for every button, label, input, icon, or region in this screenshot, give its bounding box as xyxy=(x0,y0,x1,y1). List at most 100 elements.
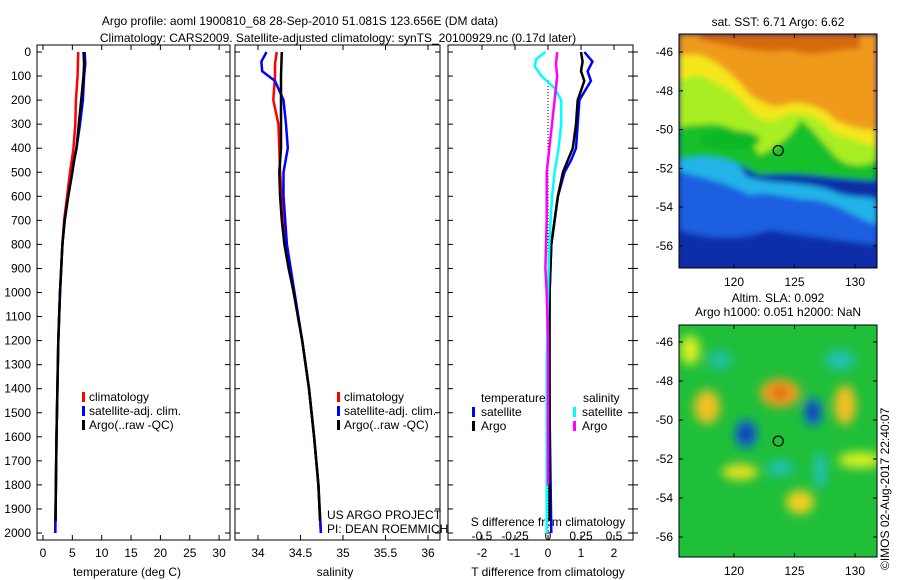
map-frame xyxy=(678,33,878,269)
legend-label: Argo(..raw -QC) xyxy=(89,418,174,432)
lat-tick-label: -48 xyxy=(656,374,674,388)
depth-tick-label: 600 xyxy=(11,189,31,203)
s-diff-tick-label: -0.5 xyxy=(472,529,493,543)
depth-tick-label: 1500 xyxy=(4,406,31,420)
lon-tick-label: 130 xyxy=(845,564,865,578)
legend-label: Argo(..raw -QC) xyxy=(344,418,429,432)
legend-label: satellite xyxy=(481,405,522,419)
lat-tick-label: -54 xyxy=(656,491,674,505)
sst-map-title: sat. SST: 6.71 Argo: 6.62 xyxy=(712,15,845,29)
x-tick-label: 0 xyxy=(545,546,552,560)
title-line-2: Climatology: CARS2009. Satellite-adjuste… xyxy=(100,31,576,45)
lat-tick-label: -50 xyxy=(656,123,674,137)
legend-label: Argo xyxy=(582,419,608,433)
x-tick-label: 36 xyxy=(421,546,435,560)
lat-tick-label: -56 xyxy=(656,239,674,253)
difference-panel: -2 -1 0 1 2 T difference from climatology -0.5… xyxy=(447,44,638,579)
depth-tick-label: 1600 xyxy=(4,430,31,444)
s-diff-tick-label: 0.25 xyxy=(569,529,593,543)
depth-tick-label: 1400 xyxy=(4,382,31,396)
legend-swatch xyxy=(573,407,576,417)
x-tick-label: 2 xyxy=(611,546,618,560)
lat-tick-label: -56 xyxy=(656,530,674,544)
lat-tick-label: -46 xyxy=(656,45,674,59)
temperature-panel: 0100200300400500600700800900100011001200… xyxy=(4,44,231,579)
depth-tick-label: 900 xyxy=(11,261,31,275)
lon-tick-label: 125 xyxy=(784,564,804,578)
depth-tick-label: 1700 xyxy=(4,454,31,468)
depth-tick-label: 700 xyxy=(11,213,31,227)
legend-label: satellite-adj. clim. xyxy=(89,404,181,418)
x-tick-label: 20 xyxy=(154,546,168,560)
x-tick-label: 0 xyxy=(40,546,47,560)
sla-map xyxy=(679,325,877,557)
sst-field xyxy=(679,34,877,268)
legend-label: climatology xyxy=(344,390,404,404)
sla-map-axes: 120 125 130 -46 -48 -50 -52 -54 -56 Altim. SLA: 0… xyxy=(656,291,878,578)
series-line-climatology xyxy=(54,51,80,533)
legend-swatch xyxy=(337,406,340,416)
x-tick-label: 30 xyxy=(212,546,226,560)
series-line-argo-raw-qc- xyxy=(278,51,322,522)
depth-tick-label: 200 xyxy=(11,93,31,107)
s-diff-tick-label: 0 xyxy=(545,529,552,543)
depth-tick-label: 100 xyxy=(11,69,31,83)
legend-swatch xyxy=(573,421,576,431)
sla-map-subtitle: Argo h1000: 0.051 h2000: NaN xyxy=(695,305,861,319)
s-diff-tick-label: 0.5 xyxy=(606,529,623,543)
s-diff-tick-label: -0.25 xyxy=(501,529,529,543)
title-line-1: Argo profile: aoml 1900810_68 28-Sep-201… xyxy=(102,14,498,28)
lon-tick-label: 120 xyxy=(724,275,744,289)
sst-map xyxy=(679,34,877,268)
legend-swatch xyxy=(337,392,340,402)
x-tick-label: 5 xyxy=(69,546,76,560)
lat-tick-label: -52 xyxy=(656,452,674,466)
depth-tick-label: 1900 xyxy=(4,502,31,516)
legend-label: climatology xyxy=(89,390,149,404)
x-tick-label: 35.5 xyxy=(374,546,398,560)
depth-tick-label: 400 xyxy=(11,141,31,155)
legend-swatch xyxy=(337,420,340,430)
legend-swatch xyxy=(472,407,475,417)
x-tick-label: 1 xyxy=(578,546,585,560)
legend-swatch xyxy=(82,406,85,416)
x-axis-label: temperature (deg C) xyxy=(73,565,181,579)
depth-tick-label: 1000 xyxy=(4,286,31,300)
depth-tick-label: 2000 xyxy=(4,526,31,540)
project-annotation: US ARGO PROJECT xyxy=(327,508,442,522)
legend-label: satellite-adj. clim. xyxy=(344,404,436,418)
legend-label: satellite xyxy=(582,405,623,419)
salinity-panel: 34 34.5 35 35.5 36 salinity climatologysatelli… xyxy=(234,44,448,579)
x-tick-label: 25 xyxy=(183,546,197,560)
depth-tick-label: 300 xyxy=(11,117,31,131)
s-diff-axis-label: S difference from climatology xyxy=(471,515,626,529)
series-line-argo-raw-qc- xyxy=(54,51,86,522)
legend-title-salinity: salinity xyxy=(583,391,620,405)
lat-tick-label: -50 xyxy=(656,413,674,427)
depth-tick-label: 800 xyxy=(11,237,31,251)
pi-annotation: PI: DEAN ROEMMICH xyxy=(327,522,448,536)
x-tick-label: 15 xyxy=(124,546,138,560)
x-tick-label: 34 xyxy=(251,546,265,560)
x-axis-label: T difference from climatology xyxy=(471,565,625,579)
legend-title-temperature: temperature xyxy=(481,391,546,405)
legend-swatch xyxy=(82,392,85,402)
depth-tick-label: 500 xyxy=(11,165,31,179)
series-line-satellite-adj-clim- xyxy=(260,51,323,534)
sla-map-title: Altim. SLA: 0.092 xyxy=(732,291,825,305)
series-line-t-satellite xyxy=(547,51,594,534)
plot-frame xyxy=(234,44,441,541)
map-frame xyxy=(678,324,878,558)
x-tick-label: 35 xyxy=(336,546,350,560)
plot-frame xyxy=(36,44,231,541)
depth-tick-label: 1800 xyxy=(4,478,31,492)
lat-tick-label: -52 xyxy=(656,161,674,175)
depth-tick-label: 0 xyxy=(24,45,31,59)
axes-layer: 0100200300400500600700800900100011001200… xyxy=(4,15,878,579)
legend-label: Argo xyxy=(481,419,507,433)
depth-tick-label: 1100 xyxy=(5,310,31,324)
x-axis-label: salinity xyxy=(317,565,354,579)
x-tick-label: 10 xyxy=(95,546,109,560)
x-tick-label: -2 xyxy=(477,546,488,560)
